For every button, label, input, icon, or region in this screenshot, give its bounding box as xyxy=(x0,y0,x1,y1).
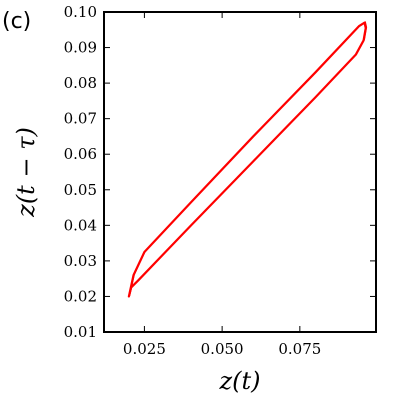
attractor-loop-line xyxy=(127,21,367,298)
y-tick-label: 0.09 xyxy=(64,39,97,57)
panel-label: (c) xyxy=(2,9,31,34)
y-tick-label: 0.04 xyxy=(64,216,97,234)
y-tick-label: 0.03 xyxy=(64,252,97,270)
plot-frame xyxy=(103,11,377,333)
x-tick-label: 0.050 xyxy=(201,340,244,358)
y-tick-label: 0.10 xyxy=(64,3,97,21)
x-ticks-group: 0.025 0.050 0.075 xyxy=(123,12,321,358)
x-tick-label: 0.025 xyxy=(123,340,166,358)
y-tick-label: 0.05 xyxy=(64,181,97,199)
attractor-loop-line-inner xyxy=(129,21,368,297)
y-axis-title: z(t − τ) xyxy=(12,127,40,218)
y-tick-label: 0.06 xyxy=(64,145,97,163)
y-tick-label: 0.08 xyxy=(64,74,97,92)
x-axis-title: z(t) xyxy=(218,367,260,395)
y-tick-label: 0.07 xyxy=(64,110,97,128)
plot-area-clip-group xyxy=(127,21,368,298)
y-tick-label: 0.01 xyxy=(64,323,97,341)
y-ticks-group: 0.01 0.02 0.03 0.04 0.05 0.06 0.07 0.08 0.09 0.10 xyxy=(64,3,376,341)
y-tick-label: 0.02 xyxy=(64,287,97,305)
x-tick-label: 0.075 xyxy=(278,340,321,358)
